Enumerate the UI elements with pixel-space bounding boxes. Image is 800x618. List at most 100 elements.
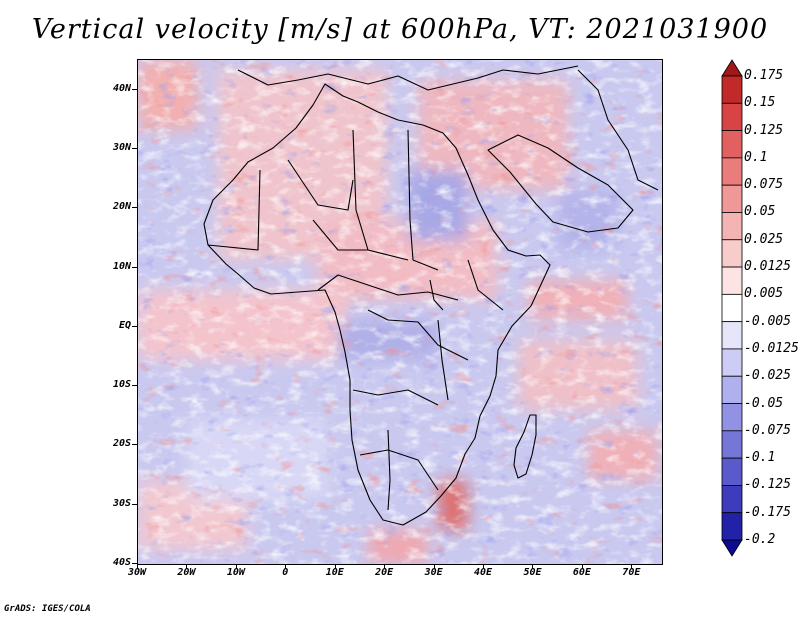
lat-tick-mark <box>132 325 137 327</box>
colorbar-level-label: -0.025 <box>744 368 791 384</box>
colorbar-bin <box>721 184 743 213</box>
lat-tick-mark <box>132 503 137 505</box>
lon-tick-mark <box>433 564 435 569</box>
lon-tick-label: 70E <box>622 567 641 578</box>
border-line <box>467 259 504 311</box>
colorbar-level-label: -0.2 <box>744 532 776 547</box>
credit-text: GrADS: IGES/COLA <box>4 604 91 614</box>
colorbar-bin <box>721 485 743 514</box>
border-line <box>287 159 354 211</box>
colorbar-level-label: 0.025 <box>744 231 784 247</box>
lon-tick-mark <box>186 564 188 569</box>
colorbar-arrow-top <box>721 59 743 77</box>
lat-tick-label: 20S <box>112 438 131 450</box>
lat-tick-label: 30N <box>112 141 131 153</box>
colorbar-bin <box>721 102 743 131</box>
lon-tick-label: 20E <box>375 567 394 578</box>
lat-tick-label: 40N <box>112 82 131 94</box>
lat-tick-mark <box>132 207 137 209</box>
colorbar-level-label: 0.005 <box>744 286 784 302</box>
border-line <box>387 429 391 511</box>
colorbar <box>721 59 743 557</box>
colorbar-bin <box>721 239 743 268</box>
lon-tick-mark <box>483 564 485 569</box>
colorbar-level-label: -0.125 <box>744 477 791 493</box>
lon-tick-mark <box>384 564 386 569</box>
lat-tick-label: 10S <box>112 379 131 391</box>
colorbar-level-label: -0.0125 <box>744 340 799 356</box>
lon-tick-label: 10E <box>325 567 344 578</box>
lat-tick-label: 10N <box>112 260 131 272</box>
lon-tick-mark <box>532 564 534 569</box>
arabian-peninsula <box>487 134 634 233</box>
border-line <box>352 129 409 261</box>
border-line <box>367 309 469 361</box>
map-plot-area <box>137 59 663 565</box>
colorbar-level-label: -0.075 <box>744 422 791 438</box>
colorbar-bin <box>721 266 743 295</box>
lon-tick-mark <box>581 564 583 569</box>
colorbar-bin <box>721 348 743 377</box>
colorbar-bin <box>721 375 743 404</box>
colorbar-bin <box>721 157 743 186</box>
lon-tick-label: 20W <box>177 567 196 578</box>
lon-tick-label: 10W <box>226 567 245 578</box>
colorbar-bin <box>721 212 743 241</box>
border-line <box>407 129 439 271</box>
colorbar-bin <box>721 293 743 323</box>
colorbar-bin <box>721 130 743 159</box>
colorbar-level-label: 0.075 <box>744 177 784 193</box>
colorbar-level-label: 0.1 <box>744 149 768 165</box>
lat-tick-mark <box>132 563 137 564</box>
lon-tick-mark <box>334 564 336 569</box>
lon-tick-mark <box>137 564 138 569</box>
colorbar-arrow-bottom <box>721 539 743 557</box>
colorbar-level-label: 0.0125 <box>744 259 791 275</box>
colorbar-level-label: -0.005 <box>744 313 791 329</box>
lat-tick-label: 20N <box>112 201 131 213</box>
lon-tick-label: 30E <box>424 567 443 578</box>
colorbar-level-label: 0.15 <box>744 95 776 111</box>
lat-tick-mark <box>132 147 137 149</box>
border-line <box>352 389 439 406</box>
lat-tick-mark <box>132 88 137 90</box>
border-line <box>437 319 449 401</box>
border-line <box>207 169 261 251</box>
lat-tick-mark <box>132 444 137 446</box>
lon-tick-label: 30W <box>127 567 147 578</box>
caspian-region <box>577 69 659 191</box>
map-title: Vertical velocity [m/s] at 600hPa, VT: 2… <box>31 14 769 45</box>
lat-tick-mark <box>132 266 137 268</box>
lat-tick-label: EQ <box>118 319 131 331</box>
colorbar-level-label: 0.05 <box>744 204 776 220</box>
colorbar-bin <box>721 75 743 104</box>
lon-tick-label: 60E <box>572 567 591 578</box>
colorbar-bin <box>721 321 743 350</box>
colorbar-bin <box>721 403 743 432</box>
texture-blue <box>138 60 662 564</box>
border-line <box>359 449 439 491</box>
lat-tick-label: 30S <box>112 497 131 509</box>
vertical-velocity-field-map <box>138 60 662 564</box>
colorbar-level-label: -0.1 <box>744 450 776 466</box>
lon-tick-label: 40E <box>474 567 493 578</box>
madagascar <box>513 414 537 479</box>
africa-coastline <box>203 83 551 526</box>
colorbar-level-label: -0.175 <box>744 504 791 520</box>
coastline-borders <box>203 65 659 526</box>
colorbar-level-label: -0.05 <box>744 395 784 411</box>
colorbar-level-label: 0.125 <box>744 122 784 138</box>
lon-tick-mark <box>631 564 633 569</box>
colorbar-bin <box>721 512 743 541</box>
lon-tick-mark <box>285 564 287 569</box>
lat-tick-mark <box>132 385 137 387</box>
lon-tick-label: 50E <box>523 567 542 578</box>
lon-tick-label: 0 <box>282 567 289 578</box>
lat-tick-label: 40S <box>112 557 131 568</box>
border-line <box>429 279 444 311</box>
lon-tick-mark <box>235 564 237 569</box>
colorbar-bin <box>721 430 743 459</box>
colorbar-level-label: 0.175 <box>744 68 784 83</box>
border-line <box>312 219 368 251</box>
mediterranean-north-shore <box>237 65 579 91</box>
